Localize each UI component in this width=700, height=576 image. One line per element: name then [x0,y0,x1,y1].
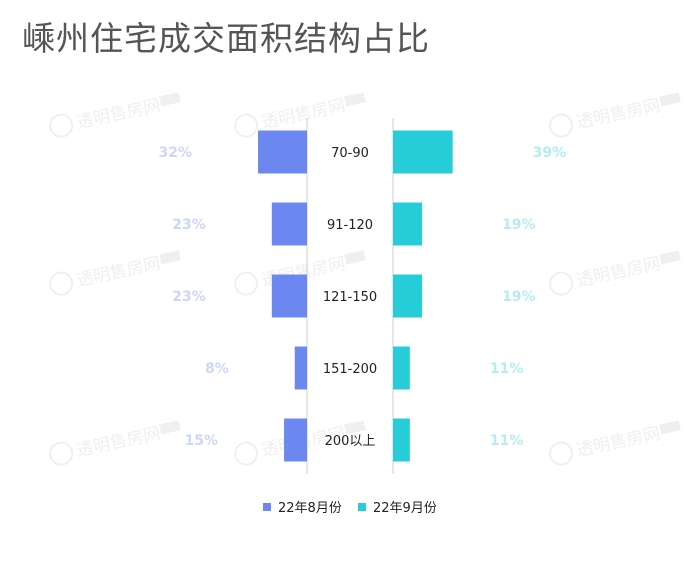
watermark: 透明售房网 [549,420,681,466]
watermark: 透明售房网 [549,92,681,138]
legend-swatch [263,503,271,511]
watermark-logo-icon [234,113,259,138]
bar-aug-3 [294,346,307,390]
watermark: 透明售房网 [49,420,181,466]
bar-aug-1 [271,202,307,246]
watermark-badge [659,92,681,107]
bar-sep-2 [393,274,423,318]
watermark-text: 透明售房网 [575,254,662,291]
watermark-badge [344,420,366,435]
legend-label: 22年8月份 [278,501,342,516]
bar-sep-4 [393,418,410,462]
legend-label: 22年9月份 [373,501,437,516]
data-label-aug: 32% [159,145,193,161]
watermark-text: 透明售房网 [575,424,662,461]
watermark: 透明售房网 [49,250,181,296]
data-label-sep: 11% [490,433,524,449]
legend-item-1[interactable]: 22年9月份 [358,501,437,516]
bar-sep-3 [393,346,410,390]
watermark-logo-icon [549,113,574,138]
chart-title: 嵊州住宅成交面积结构占比 [22,19,430,58]
watermark-text: 透明售房网 [260,96,347,133]
watermark-logo-icon [549,271,574,296]
watermark-logo-icon [234,271,259,296]
watermark-logo-icon [549,441,574,466]
watermark-logo-icon [234,441,259,466]
watermark-text: 透明售房网 [75,96,162,133]
bar-aug-2 [271,274,307,318]
bar-aug-0 [258,130,307,174]
data-label-aug: 15% [185,433,219,449]
category-label: 200以上 [325,434,376,449]
watermark-logo-icon [49,271,74,296]
legend: 22年8月份 22年9月份 [263,501,437,516]
bar-aug-4 [284,418,307,462]
watermark-badge [659,420,681,435]
watermark-badge [159,420,181,435]
watermark-badge [344,92,366,107]
watermark-badge [344,250,366,265]
bar-sep-0 [393,130,453,174]
data-label-sep: 11% [490,361,524,377]
data-label-aug: 23% [172,217,206,233]
category-label: 91-120 [327,218,373,233]
bars-layer [258,130,453,462]
watermark-text: 透明售房网 [75,254,162,291]
category-label: 70-90 [331,146,369,161]
data-label-aug: 23% [172,289,206,305]
watermark: 透明售房网 [49,92,181,138]
watermark: 透明售房网 [549,250,681,296]
watermark-badge [159,250,181,265]
watermark-badge [659,250,681,265]
data-label-aug: 8% [205,361,229,377]
category-label: 121-150 [323,290,377,305]
watermark-logo-icon [49,441,74,466]
data-label-sep: 19% [502,289,536,305]
data-label-sep: 19% [502,217,536,233]
watermark-text: 透明售房网 [575,96,662,133]
legend-swatch [358,503,366,511]
bar-sep-1 [393,202,423,246]
labels-layer: 70-90 32% 39% 91-120 23% 19% 121-150 23% 19% 151-… [159,145,567,449]
data-label-sep: 39% [533,145,567,161]
watermark-badge [159,92,181,107]
watermark-logo-icon [49,113,74,138]
watermark-text: 透明售房网 [75,424,162,461]
legend-item-0[interactable]: 22年8月份 [263,501,342,516]
category-label: 151-200 [323,362,377,377]
